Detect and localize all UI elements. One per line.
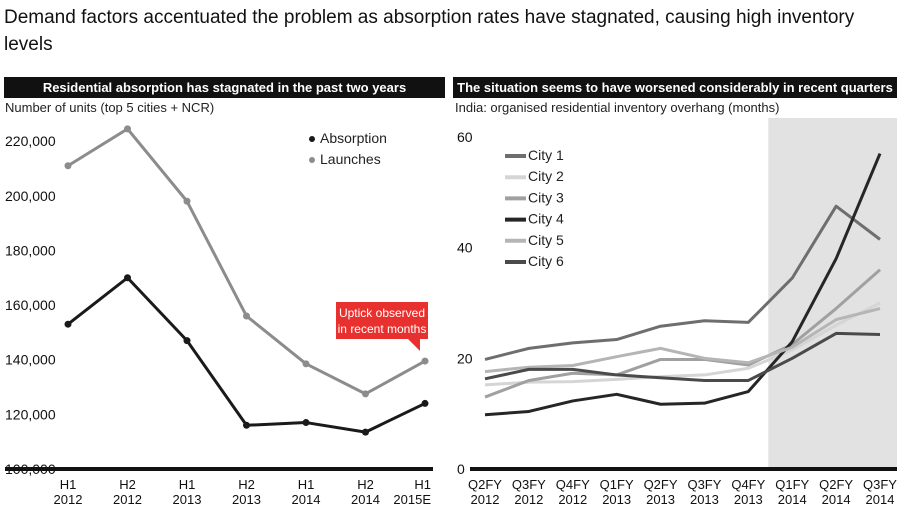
- legend-label-city-5: City 5: [528, 232, 564, 248]
- x-tick-label: Q1FY: [775, 477, 809, 492]
- x-tick-label: Q4FY: [556, 477, 590, 492]
- y-tick-label: 20: [457, 350, 473, 366]
- x-tick-label: Q2FY: [644, 477, 678, 492]
- x-tick-label: Q3FY: [863, 477, 897, 492]
- x-tick-label: 2013: [734, 492, 763, 507]
- legend-label-city-3: City 3: [528, 189, 564, 205]
- legend-label-city-1: City 1: [528, 147, 564, 163]
- y-tick-label: 0: [457, 461, 465, 477]
- shaded-region: [768, 118, 897, 469]
- x-tick-label: Q3FY: [512, 477, 546, 492]
- x-tick-label: Q2FY: [468, 477, 502, 492]
- x-tick-label: 2013: [690, 492, 719, 507]
- x-tick-label: Q4FY: [731, 477, 765, 492]
- inventory-overhang-chart: 0204060Q2FY2012Q3FY2012Q4FY2012Q1FY2013Q…: [0, 0, 900, 510]
- x-tick-label: 2012: [558, 492, 587, 507]
- x-tick-label: 2013: [602, 492, 631, 507]
- legend-label-city-2: City 2: [528, 168, 564, 184]
- legend-label-city-6: City 6: [528, 253, 564, 269]
- x-tick-label: 2012: [471, 492, 500, 507]
- x-tick-label: 2014: [822, 492, 851, 507]
- y-tick-label: 60: [457, 129, 473, 145]
- x-tick-label: Q3FY: [687, 477, 721, 492]
- y-tick-label: 40: [457, 240, 473, 256]
- x-tick-label: 2014: [778, 492, 807, 507]
- x-tick-label: 2012: [514, 492, 543, 507]
- x-tick-label: 2013: [646, 492, 675, 507]
- x-tick-label: Q2FY: [819, 477, 853, 492]
- x-tick-label: Q1FY: [600, 477, 634, 492]
- x-tick-label: 2014: [866, 492, 895, 507]
- legend-label-city-4: City 4: [528, 211, 564, 227]
